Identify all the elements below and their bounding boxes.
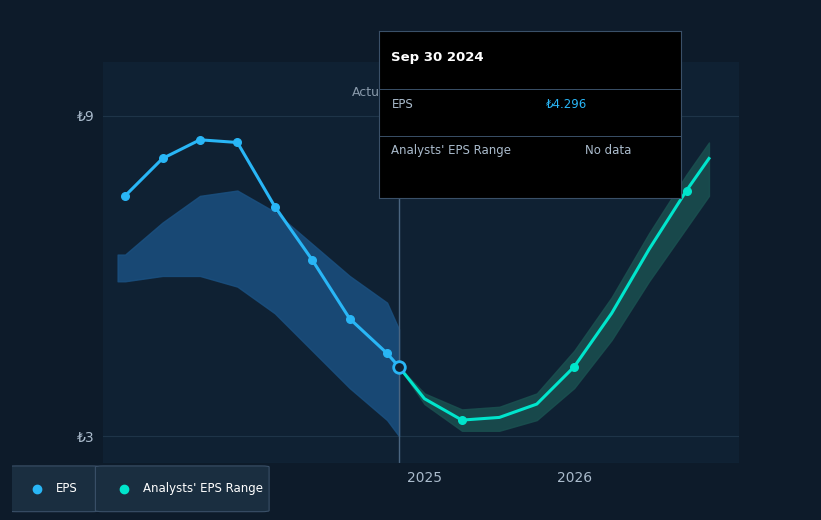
Point <box>268 202 282 211</box>
Point <box>380 349 393 358</box>
Point <box>343 315 356 323</box>
Text: Analysts' EPS Range: Analysts' EPS Range <box>392 145 511 158</box>
Text: EPS: EPS <box>392 98 413 111</box>
Point <box>392 363 406 371</box>
Point <box>680 186 693 194</box>
Point <box>567 362 580 371</box>
Point <box>231 138 244 147</box>
Point <box>118 192 131 200</box>
Point <box>156 154 169 163</box>
Text: Analysts' EPS Range: Analysts' EPS Range <box>143 483 263 495</box>
FancyBboxPatch shape <box>95 466 269 512</box>
FancyBboxPatch shape <box>8 466 99 512</box>
Text: Analysts Forecasts: Analysts Forecasts <box>406 86 523 99</box>
Text: Sep 30 2024: Sep 30 2024 <box>392 51 484 64</box>
Point <box>456 416 469 424</box>
Text: ₺4.296: ₺4.296 <box>545 98 587 111</box>
Text: EPS: EPS <box>56 483 77 495</box>
Point <box>305 256 319 264</box>
Point <box>194 136 207 144</box>
Text: Actual: Actual <box>352 86 392 99</box>
Text: No data: No data <box>585 145 631 158</box>
